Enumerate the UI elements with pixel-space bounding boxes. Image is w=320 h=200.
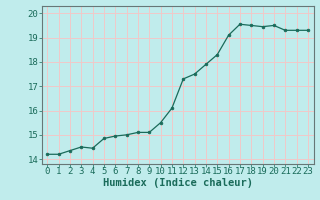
X-axis label: Humidex (Indice chaleur): Humidex (Indice chaleur) bbox=[103, 178, 252, 188]
